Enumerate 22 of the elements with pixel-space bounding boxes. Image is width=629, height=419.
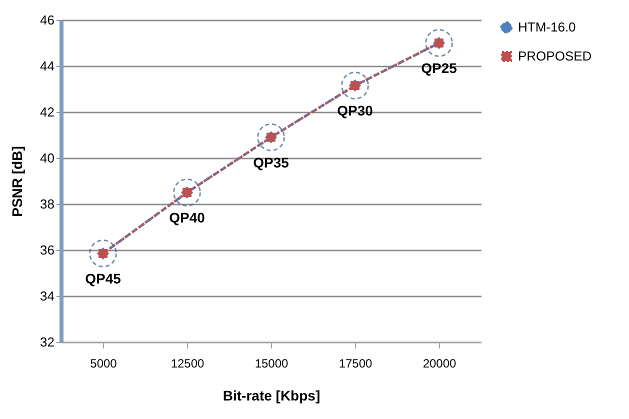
- annotation: QP25: [421, 60, 458, 76]
- y-tick-label: 40: [40, 150, 54, 166]
- y-tick-label: 46: [40, 12, 54, 28]
- x-axis-title: Bit-rate [Kbps]: [222, 388, 320, 404]
- y-tick-label: 44: [40, 58, 54, 74]
- legend-label: PROPOSED: [518, 48, 592, 64]
- x-tick-label: 17500: [338, 356, 373, 370]
- x-tick-label: 20000: [422, 356, 457, 370]
- x-tick-label: 12500: [170, 356, 205, 370]
- x-tick-label: 5000: [90, 356, 118, 370]
- y-tick-label: 36: [40, 242, 54, 258]
- annotation: QP45: [85, 270, 122, 286]
- annotation: QP30: [337, 102, 374, 119]
- annotation: QP40: [169, 210, 206, 226]
- y-tick-label: 38: [40, 196, 54, 212]
- y-tick-label: 32: [40, 334, 54, 350]
- legend-label: HTM-16.0: [518, 20, 576, 34]
- y-tick-label: 34: [40, 288, 54, 304]
- annotation: QP35: [253, 154, 290, 170]
- x-tick-label: 15000: [254, 356, 289, 370]
- y-axis-title: PSNR [dB]: [9, 146, 26, 217]
- y-tick-label: 42: [40, 104, 54, 120]
